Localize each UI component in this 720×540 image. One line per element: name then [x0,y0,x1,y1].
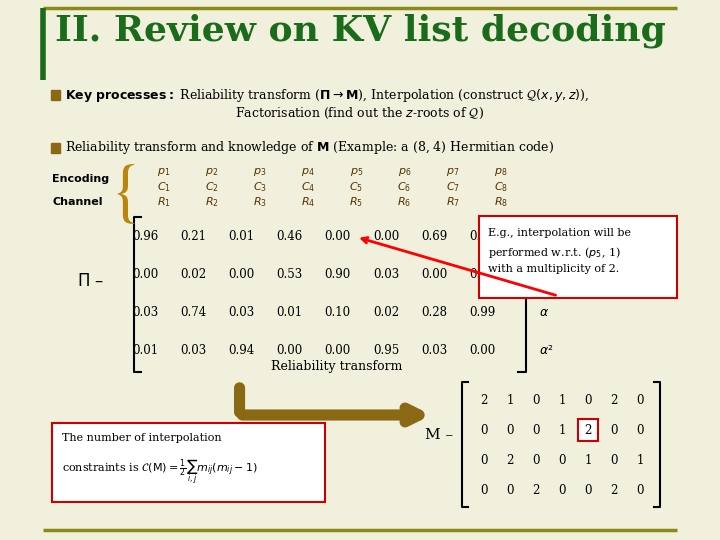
Text: 0.10: 0.10 [325,307,351,320]
Text: 0.03: 0.03 [132,307,158,320]
Text: $C_5$: $C_5$ [349,180,364,194]
FancyBboxPatch shape [577,419,598,441]
FancyBboxPatch shape [479,216,677,298]
Text: 0.90: 0.90 [325,268,351,281]
Text: 0.00: 0.00 [325,231,351,244]
Text: 2: 2 [506,454,514,467]
Text: 0: 0 [506,423,514,436]
FancyBboxPatch shape [53,423,325,502]
Text: 0: 0 [610,454,618,467]
Text: 0: 0 [480,454,488,467]
Text: Channel: Channel [53,197,103,207]
Text: $C_2$: $C_2$ [204,180,219,194]
Text: 0.01: 0.01 [276,307,302,320]
Text: $C_8$: $C_8$ [494,180,508,194]
Text: 1: 1 [539,268,546,281]
Text: 0: 0 [532,454,540,467]
Text: 0.02: 0.02 [180,268,207,281]
Text: 0: 0 [480,423,488,436]
Text: 1: 1 [584,454,592,467]
Text: $R_4$: $R_4$ [301,195,315,209]
Text: 0: 0 [636,394,644,407]
Text: 0: 0 [532,394,540,407]
FancyBboxPatch shape [50,90,60,100]
FancyBboxPatch shape [50,143,60,153]
Text: $R_2$: $R_2$ [204,195,219,209]
Text: 0: 0 [584,394,592,407]
Text: II. Review on KV list decoding: II. Review on KV list decoding [55,14,665,49]
Text: 0: 0 [636,423,644,436]
Text: 0: 0 [480,483,488,496]
Text: M –: M – [425,428,453,442]
Text: 0.02: 0.02 [373,307,399,320]
Text: Encoding: Encoding [53,174,109,184]
Text: Reliability transform and knowledge of $\mathbf{M}$ (Example: a (8, 4) Hermitian: Reliability transform and knowledge of $… [66,139,554,157]
Text: $C_7$: $C_7$ [446,180,459,194]
Text: 0.03: 0.03 [373,268,399,281]
Text: 0.94: 0.94 [228,345,255,357]
Text: 0.03: 0.03 [421,345,447,357]
Text: $p_4$: $p_4$ [301,166,315,178]
Text: $C_1$: $C_1$ [156,180,171,194]
Text: Reliability transform: Reliability transform [271,360,402,373]
Text: 0.00: 0.00 [228,268,255,281]
Text: $\mathbf{Key\ processes:}$ Reliability transform ($\mathbf{\Pi} \rightarrow \mat: $\mathbf{Key\ processes:}$ Reliability t… [66,86,590,104]
Text: 0.00: 0.00 [276,345,302,357]
Text: 0.01: 0.01 [469,268,495,281]
Text: 1: 1 [558,423,566,436]
Text: 0.74: 0.74 [180,307,207,320]
Text: 0.00: 0.00 [325,345,351,357]
Text: $C_4$: $C_4$ [301,180,315,194]
Text: 0.00: 0.00 [132,268,158,281]
Text: $\mathbb{\{}$: $\mathbb{\{}$ [109,160,135,226]
Text: 0.53: 0.53 [276,268,302,281]
Text: 0.01: 0.01 [132,345,158,357]
Text: 0: 0 [636,483,644,496]
Text: $\Pi$ –: $\Pi$ – [77,273,104,291]
Text: 0.03: 0.03 [180,345,207,357]
Text: $R_7$: $R_7$ [446,195,459,209]
Text: 0.46: 0.46 [276,231,302,244]
Text: Factorisation (find out the $z$-roots of $\mathcal{Q}$): Factorisation (find out the $z$-roots of… [235,105,485,120]
Text: 0.00: 0.00 [421,268,447,281]
Text: 0.00: 0.00 [469,231,495,244]
Text: 0.00: 0.00 [373,231,399,244]
Text: 0.69: 0.69 [421,231,447,244]
Text: 0.99: 0.99 [469,307,495,320]
Text: 2: 2 [480,394,488,407]
Text: 0.21: 0.21 [180,231,206,244]
Text: 0: 0 [539,231,546,244]
Text: 0.28: 0.28 [421,307,447,320]
Text: $p_7$: $p_7$ [446,166,459,178]
Text: 0: 0 [532,423,540,436]
Text: $α²$: $α²$ [539,345,553,357]
Text: 1: 1 [558,394,566,407]
Text: $p_1$: $p_1$ [157,166,170,178]
Text: 0.03: 0.03 [228,307,255,320]
Text: 2: 2 [610,483,618,496]
Text: 2: 2 [610,394,618,407]
Text: $α$: $α$ [539,307,549,320]
Text: 0: 0 [610,423,618,436]
Text: $C_3$: $C_3$ [253,180,267,194]
Text: 2: 2 [584,423,592,436]
Text: $R_5$: $R_5$ [349,195,364,209]
Text: $R_3$: $R_3$ [253,195,267,209]
Text: $R_8$: $R_8$ [494,195,508,209]
Text: 0.95: 0.95 [373,345,399,357]
Text: 0: 0 [584,483,592,496]
Text: $p_5$: $p_5$ [350,166,363,178]
Text: E.g., interpolation will be
performed w.r.t. ($p_5$, 1)
with a multiplicity of 2: E.g., interpolation will be performed w.… [488,228,631,274]
Text: The number of interpolation
constraints is $\mathcal{C}(\mathrm{M}) = \frac{1}{2: The number of interpolation constraints … [62,433,257,487]
Text: 0: 0 [506,483,514,496]
Text: $p_2$: $p_2$ [205,166,218,178]
Text: $p_3$: $p_3$ [253,166,266,178]
Text: $p_6$: $p_6$ [397,166,411,178]
Text: $C_6$: $C_6$ [397,180,412,194]
Text: 0: 0 [558,454,566,467]
Text: 1: 1 [636,454,644,467]
Text: $R_6$: $R_6$ [397,195,412,209]
Text: 2: 2 [532,483,540,496]
Text: 0.00: 0.00 [469,345,495,357]
Text: 0.96: 0.96 [132,231,158,244]
